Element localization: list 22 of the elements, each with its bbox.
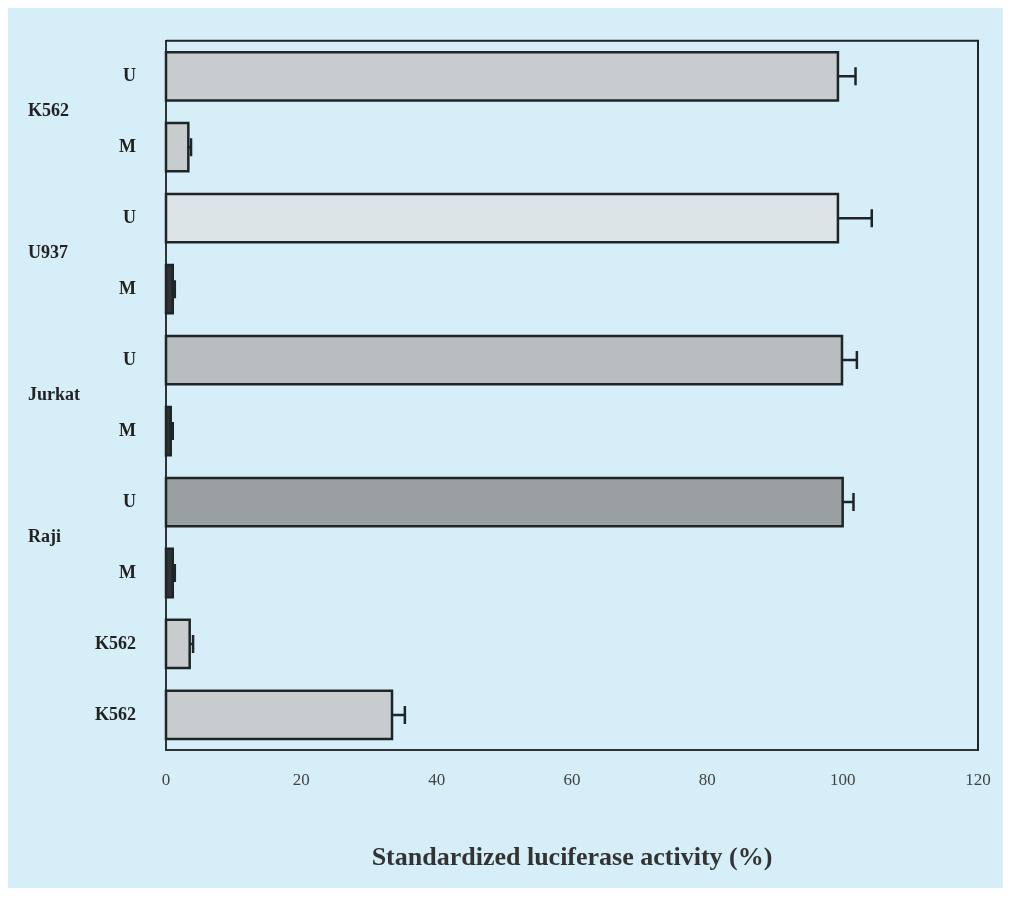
y-tick-label: M — [119, 561, 136, 582]
y-tick-label: U — [123, 490, 136, 511]
text: Raji — [28, 526, 61, 547]
x-tick-label: 0 — [161, 770, 171, 790]
x-tick-label: 120 — [965, 770, 991, 790]
y-tick-label: U — [123, 64, 136, 85]
text: U937 — [28, 242, 68, 263]
y-tick-label: M — [119, 135, 136, 156]
text: K562 — [28, 100, 70, 121]
y-tick-label: M — [119, 419, 136, 440]
x-tick-label: 40 — [428, 770, 446, 790]
y-tick-label: K562 — [94, 703, 136, 724]
y-tick-label: U — [123, 206, 136, 227]
y-tick-label: K562 — [94, 632, 136, 653]
y-tick-label: U — [123, 348, 136, 369]
x-axis-title: Standardized luciferase activity (%) — [371, 842, 773, 872]
x-tick-label: 20 — [292, 770, 310, 790]
x-tick-label: 60 — [563, 770, 581, 790]
x-tick-label: 80 — [698, 770, 716, 790]
y-tick-label: M — [119, 277, 136, 298]
text: Jurkat — [28, 384, 81, 405]
x-tick-label: 100 — [829, 770, 856, 790]
